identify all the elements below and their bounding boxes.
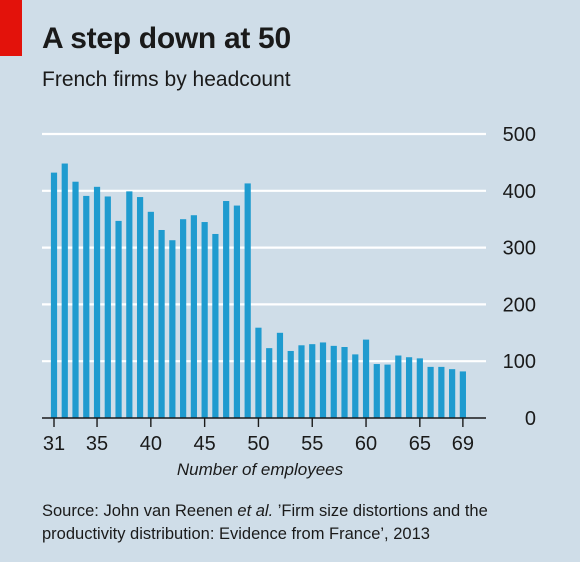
bar bbox=[438, 366, 445, 418]
x-tick-label: 60 bbox=[355, 433, 377, 455]
x-axis-label: Number of employees bbox=[176, 460, 344, 479]
bar bbox=[244, 183, 251, 418]
x-tick-label: 69 bbox=[452, 433, 474, 455]
x-tick-label: 65 bbox=[409, 433, 431, 455]
bar bbox=[384, 364, 391, 418]
bar bbox=[255, 327, 262, 418]
bar bbox=[233, 205, 241, 418]
bar bbox=[309, 344, 316, 418]
bar bbox=[169, 240, 176, 418]
bar bbox=[395, 355, 402, 418]
bar bbox=[416, 358, 423, 418]
bar bbox=[330, 345, 337, 418]
bar bbox=[158, 229, 165, 418]
bar bbox=[287, 350, 294, 418]
bar bbox=[298, 345, 305, 418]
source-note: Source: John van Reenen et al. ’Firm siz… bbox=[42, 500, 562, 546]
chart-title: A step down at 50 bbox=[42, 22, 291, 55]
y-tick-label: 500 bbox=[503, 124, 536, 146]
bar bbox=[373, 364, 380, 418]
bar bbox=[61, 163, 68, 418]
source-prefix: Source: John van Reenen bbox=[42, 502, 238, 520]
bar bbox=[352, 354, 359, 418]
chart-subtitle: French firms by headcount bbox=[42, 68, 291, 91]
bar bbox=[319, 342, 327, 418]
bar bbox=[405, 357, 413, 418]
x-tick-label: 31 bbox=[43, 433, 65, 455]
bar bbox=[459, 371, 466, 418]
x-tick-label: 55 bbox=[301, 433, 323, 455]
bar bbox=[93, 186, 101, 418]
x-tick-label: 35 bbox=[86, 433, 108, 455]
y-tick-label: 200 bbox=[503, 294, 536, 316]
brand-accent-bar bbox=[0, 0, 22, 56]
source-italic: et al. bbox=[237, 502, 274, 520]
bar bbox=[201, 222, 208, 418]
bar bbox=[266, 348, 273, 418]
bar bbox=[449, 369, 456, 418]
source-suffix: ’Firm size distortions and the productiv… bbox=[42, 502, 488, 543]
bar bbox=[115, 220, 122, 418]
bar bbox=[126, 191, 133, 418]
bar bbox=[83, 195, 90, 418]
bar bbox=[190, 215, 197, 418]
bar bbox=[147, 211, 154, 418]
bar bbox=[72, 181, 79, 418]
bar bbox=[136, 197, 144, 418]
y-tick-label: 100 bbox=[503, 351, 536, 373]
bar bbox=[212, 233, 219, 418]
bar bbox=[341, 347, 348, 418]
x-tick-label: 40 bbox=[140, 433, 162, 455]
bar bbox=[50, 172, 58, 418]
y-tick-label: 300 bbox=[503, 238, 536, 260]
bar bbox=[104, 196, 111, 418]
bar bbox=[223, 201, 230, 418]
x-tick-label: 50 bbox=[247, 433, 269, 455]
x-tick-label: 45 bbox=[194, 433, 216, 455]
bar bbox=[427, 366, 434, 418]
bar bbox=[362, 339, 370, 418]
y-tick-label: 400 bbox=[503, 181, 536, 203]
bar bbox=[180, 219, 187, 418]
bar bbox=[276, 332, 284, 418]
y-tick-label: 0 bbox=[525, 408, 536, 430]
